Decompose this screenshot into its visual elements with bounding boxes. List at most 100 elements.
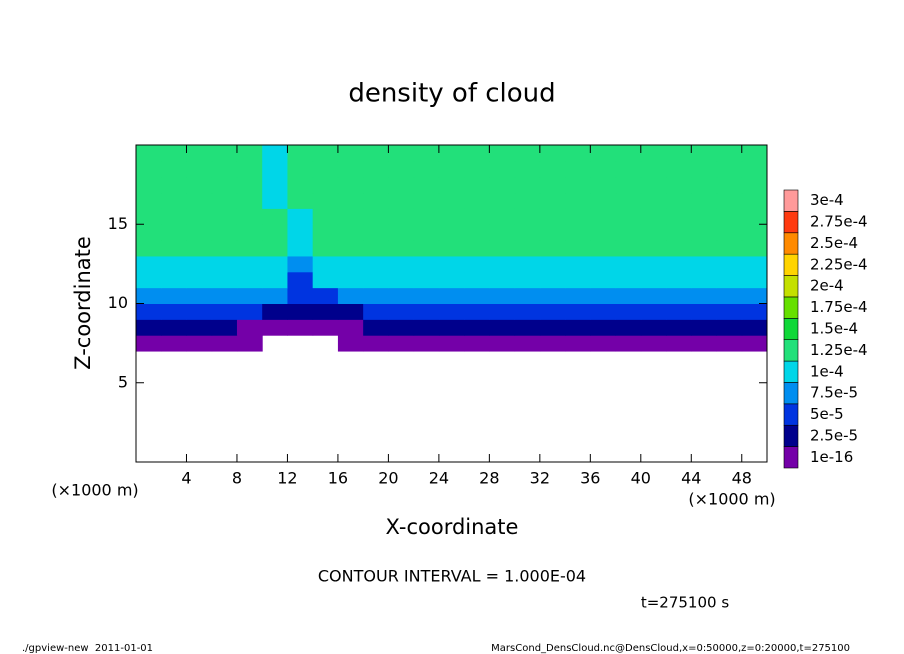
heat-cell [615,208,642,225]
heat-cell [211,319,238,336]
heat-cell [186,224,213,241]
heat-cell [691,160,718,178]
heat-cell [489,335,516,352]
heat-cell [388,145,415,162]
colorbar-box [783,382,799,405]
heat-cell [161,145,187,162]
heat-cell [413,240,440,257]
heat-cell [136,145,162,162]
heat-cell [539,224,566,241]
heat-cell [211,224,238,241]
heat-cell [539,271,566,289]
colorbar-box [783,403,799,426]
heat-cell [287,145,314,162]
heat-cell [211,287,238,304]
heat-cell [211,208,238,225]
heat-cell [716,335,743,352]
heat-cell [388,303,415,320]
heat-cell [413,160,440,178]
colorbar-box [783,275,799,298]
heat-cell [539,192,566,209]
heat-cell [287,319,314,336]
heat-cell [161,335,187,352]
heat-cell [640,319,667,336]
heat-cell [640,176,667,194]
heat-cell [312,176,339,194]
heat-cell [363,176,389,194]
heat-cell [741,335,768,352]
heat-cell [236,319,263,336]
heat-cell [438,160,465,178]
heat-cell [186,271,213,289]
heat-cell [514,145,541,162]
heat-cell [236,160,263,178]
heat-cell [236,271,263,289]
heat-cell [615,303,642,320]
heat-cell [186,208,213,225]
heat-cell [514,319,541,336]
heat-cell [211,303,238,320]
colorbar-label: 2.25e-4 [810,255,868,273]
heat-cell [186,335,213,352]
colorbar-label: 1.5e-4 [810,320,858,338]
heat-cell [640,192,667,209]
heat-cell [691,303,718,320]
heat-cell [565,240,591,257]
heat-cell [539,160,566,178]
heat-cell [287,176,314,194]
heat-cell [236,240,263,257]
heat-cell [640,145,667,162]
heat-cell [539,303,566,320]
heat-cell [666,271,692,289]
heat-cell [539,145,566,162]
heat-cell [716,208,743,225]
heat-cell [438,271,465,289]
heat-cell [464,287,490,304]
heat-cell [413,224,440,241]
heat-cell [565,176,591,194]
heat-cell [666,303,692,320]
heat-cell [438,240,465,257]
heat-cell [590,160,617,178]
heat-cell [262,287,288,304]
heat-cell [489,176,516,194]
colorbar-label: 2.5e-4 [810,234,858,252]
heat-cell [615,224,642,241]
heat-cell [539,319,566,336]
heat-cell [666,208,692,225]
footer-left: ./gpview-new 2011-01-01 [22,643,153,654]
colorbar-label: 1.25e-4 [810,341,868,359]
heat-cell [489,255,516,273]
heat-cell [438,192,465,209]
heat-cell [388,176,415,194]
heat-cell [666,287,692,304]
heat-cell [186,145,213,162]
heat-cell [640,255,667,273]
footer-right: MarsCond_DensCloud.nc@DensCloud,x=0:5000… [491,643,850,654]
heat-cell [640,271,667,289]
heat-cell [413,287,440,304]
heat-cell [236,255,263,273]
heat-cell [161,208,187,225]
heat-cell [691,176,718,194]
heat-cell [136,160,162,178]
heat-cell [136,208,162,225]
colorbar-label: 2e-4 [810,277,844,295]
heat-cell [615,287,642,304]
heat-cell [590,145,617,162]
heat-cell [262,303,288,320]
heat-cell [211,271,238,289]
heat-cell [539,176,566,194]
heat-cell [136,192,162,209]
heat-cell [186,160,213,178]
heat-cell [413,255,440,273]
colorbar-label: 5e-5 [810,405,844,423]
heat-cell [464,145,490,162]
heat-cell [438,145,465,162]
heat-cell [211,145,238,162]
heat-cell [388,319,415,336]
heat-cell [262,160,288,178]
time-label: t=275100 s [641,594,729,612]
heat-cell [312,319,339,336]
